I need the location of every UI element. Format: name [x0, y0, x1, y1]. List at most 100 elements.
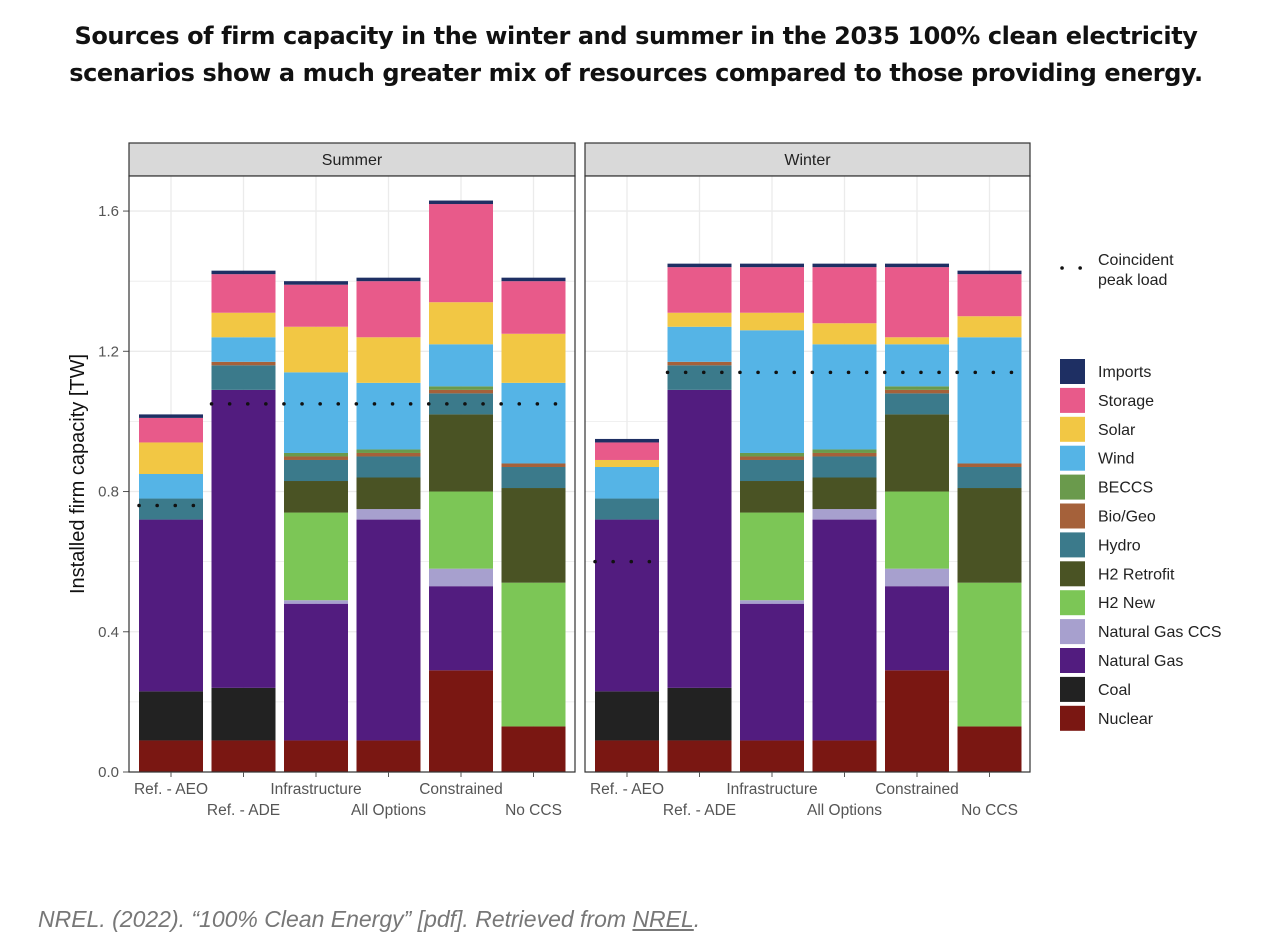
bar-segment-beccs: [429, 386, 493, 390]
x-tick-label: Infrastructure: [270, 781, 361, 798]
bar-segment-h2-retrofit: [501, 488, 566, 583]
legend-label: H2 Retrofit: [1098, 566, 1175, 583]
bar-segment-solar: [740, 312, 804, 331]
bar-segment-bio-geo: [356, 452, 421, 457]
legend-swatch-h2-new: [1060, 590, 1085, 616]
bar-segment-hydro: [211, 365, 276, 390]
bar-segment-bio-geo: [667, 361, 732, 366]
legend-label: Bio/Geo: [1098, 509, 1156, 526]
facet-strip: [128, 142, 576, 177]
x-tick-label: Ref. - AEO: [134, 781, 208, 798]
panel-border: [584, 175, 1031, 773]
legend-swatch-h2-retrofit: [1060, 561, 1085, 587]
bar-segment-hydro: [740, 459, 804, 482]
bar-segment-natural-gas: [429, 586, 493, 671]
bar-segment-hydro: [667, 365, 732, 390]
bar-segment-nuclear: [139, 740, 203, 772]
legend-label: Hydro: [1098, 537, 1141, 554]
bar-segment-imports: [740, 263, 804, 268]
bar-segment-h2-retrofit: [740, 481, 804, 513]
bar-segment-natural-gas: [284, 603, 348, 741]
legend-swatch-coal: [1060, 676, 1085, 702]
bar-segment-hydro: [957, 466, 1022, 489]
bar-segment-solar: [356, 337, 421, 383]
bar-segment-h2-retrofit: [885, 414, 949, 492]
bar-segment-storage: [501, 281, 566, 334]
legend-label: H2 New: [1098, 595, 1155, 612]
bar-segment-imports: [812, 263, 877, 268]
bar-segment-solar: [429, 302, 493, 345]
bar-segment-h2-retrofit: [957, 488, 1022, 583]
bar-segment-wind: [356, 382, 421, 450]
bar-segment-nuclear: [740, 740, 804, 772]
bar-segment-nuclear: [595, 740, 659, 772]
bar-segment-h2-new: [957, 582, 1022, 727]
legend-label: Storage: [1098, 393, 1154, 410]
bar-segment-imports: [139, 414, 203, 418]
bar-segment-imports: [211, 270, 276, 275]
bar-segment-natural-gas-ccs: [284, 600, 348, 604]
legend-peak-load-label: Coincident: [1098, 252, 1174, 269]
source-link[interactable]: NREL: [632, 906, 694, 932]
x-tick-label: Ref. - ADE: [663, 802, 736, 819]
bar-segment-hydro: [812, 456, 877, 478]
legend-swatch-storage: [1060, 387, 1085, 413]
bar-segment-coal: [139, 691, 203, 741]
y-tick-label: 0.4: [98, 624, 119, 641]
bar-segment-wind: [284, 372, 348, 453]
bar-segment-storage: [595, 442, 659, 460]
bar-segment-storage: [284, 284, 348, 327]
x-tick-label: All Options: [807, 802, 882, 819]
bar-segment-bio-geo: [740, 456, 804, 460]
source-caption: NREL. (2022). “100% Clean Energy” [pdf].…: [38, 906, 700, 933]
y-axis-label: Installed firm capacity [TW]: [67, 354, 89, 594]
bar-segment-bio-geo: [284, 456, 348, 460]
bar-segment-storage: [429, 204, 493, 303]
bar-segment-wind: [885, 344, 949, 387]
y-tick-label: 0.8: [98, 484, 119, 501]
bar-segment-solar: [957, 316, 1022, 338]
x-tick-label: No CCS: [961, 802, 1018, 819]
bar-segment-storage: [356, 281, 421, 338]
bar-segment-h2-retrofit: [284, 481, 348, 513]
legend-swatch-wind: [1060, 445, 1085, 471]
bar-segment-imports: [284, 281, 348, 285]
bar-segment-storage: [139, 417, 203, 443]
legend-swatch-nuclear: [1060, 705, 1085, 731]
bar-segment-wind: [595, 466, 659, 499]
bar-segment-natural-gas: [812, 519, 877, 741]
bar-segment-nuclear: [885, 670, 949, 772]
bar-segment-solar: [667, 312, 732, 327]
x-tick-label: Constrained: [875, 781, 959, 798]
x-tick-label: No CCS: [505, 802, 562, 819]
bar-segment-hydro: [284, 459, 348, 482]
bar-segment-storage: [812, 267, 877, 324]
legend-swatch-natural-gas: [1060, 648, 1085, 673]
bar-segment-wind: [740, 330, 804, 453]
bar-segment-nuclear: [501, 726, 566, 772]
bar-segment-beccs: [740, 452, 804, 457]
legend-label: Natural Gas: [1098, 653, 1183, 670]
legend-swatch-natural-gas-ccs: [1060, 619, 1085, 645]
title-line-2: scenarios show a much greater mix of res…: [69, 59, 1203, 87]
bar-segment-imports: [957, 270, 1022, 275]
bar-segment-solar: [501, 333, 566, 383]
bar-segment-solar: [595, 459, 659, 467]
panel-background: [585, 176, 1030, 772]
bar-segment-wind: [211, 337, 276, 362]
title-line-1: Sources of firm capacity in the winter a…: [74, 22, 1198, 50]
bar-segment-h2-new: [740, 512, 804, 601]
bar-segment-imports: [356, 277, 421, 282]
bar-segment-nuclear: [812, 740, 877, 772]
bar-segment-wind: [501, 382, 566, 464]
bar-segment-solar: [139, 442, 203, 474]
bar-segment-storage: [740, 267, 804, 313]
bar-segment-nuclear: [356, 740, 421, 772]
bar-segment-natural-gas: [885, 586, 949, 671]
bar-segment-natural-gas: [211, 389, 276, 688]
bar-segment-natural-gas-ccs: [812, 509, 877, 520]
bar-segment-natural-gas: [356, 519, 421, 741]
bar-segment-storage: [211, 274, 276, 313]
bar-segment-h2-retrofit: [812, 477, 877, 510]
bar-segment-natural-gas-ccs: [356, 509, 421, 520]
